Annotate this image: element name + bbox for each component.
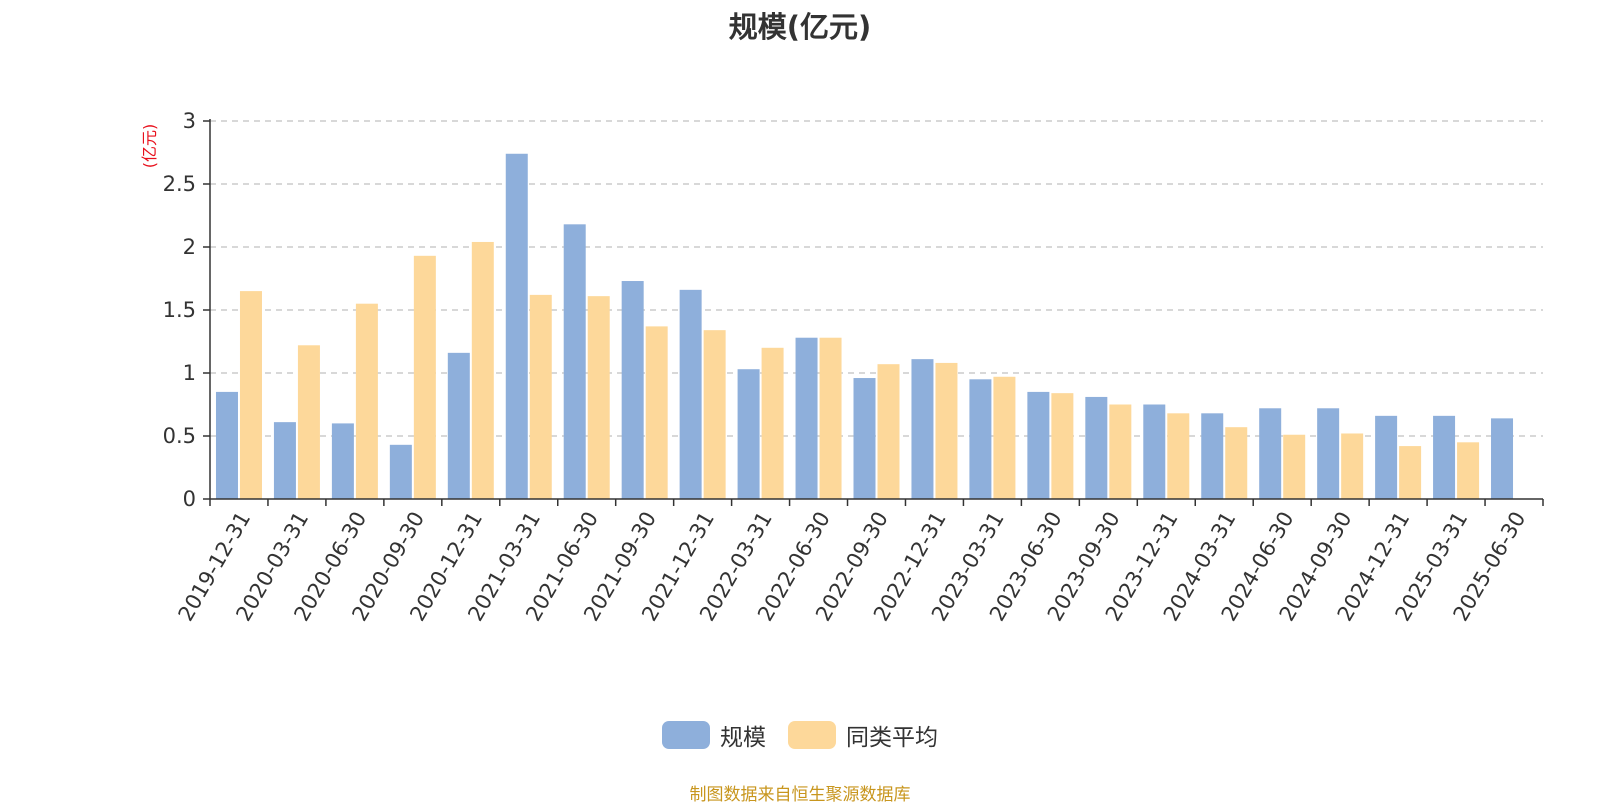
bar-scale[interactable] [1085,396,1108,499]
bar-peer-average[interactable] [993,376,1016,499]
bar-scale[interactable] [1143,404,1166,500]
bar-scale[interactable] [563,224,586,499]
bar-peer-average[interactable] [529,294,552,499]
legend-item-scale[interactable]: 规模 [662,718,766,752]
y-tick-label: 2.5 [163,172,196,196]
bar-peer-average[interactable] [1399,446,1422,499]
bar-scale[interactable] [1259,408,1282,499]
bar-peer-average[interactable] [1341,433,1364,499]
bar-scale[interactable] [1027,391,1050,499]
gridlines [210,120,1543,437]
bar-peer-average[interactable] [1283,434,1306,499]
y-tick-label: 0 [183,487,196,511]
bar-scale[interactable] [273,422,296,499]
bar-scale[interactable] [1201,413,1224,499]
bar-scale[interactable] [853,378,876,499]
bar-peer-average[interactable] [471,241,494,499]
bar-peer-average[interactable] [1109,404,1132,500]
bar-peer-average[interactable] [645,326,668,499]
y-tick-label: 1 [183,361,196,385]
bar-scale[interactable] [737,369,760,499]
bar-peer-average[interactable] [1225,427,1248,499]
bar-scale[interactable] [505,153,528,499]
bar-scale[interactable] [1491,418,1514,499]
bar-scale[interactable] [215,391,238,499]
y-tick-label: 3 [183,109,196,133]
bar-scale[interactable] [621,281,644,499]
bar-scale[interactable] [795,337,818,499]
bar-peer-average[interactable] [761,347,784,499]
bar-peer-average[interactable] [703,330,726,499]
bar-peer-average[interactable] [1051,393,1074,499]
y-axis-unit-label: (亿元) [140,124,159,169]
bar-scale[interactable] [1375,415,1398,499]
legend-label-scale: 规模 [720,725,766,751]
bar-scale[interactable] [447,352,470,499]
legend-swatch-peer-average [788,721,836,749]
bar-scale[interactable] [1433,415,1456,499]
bar-scale[interactable] [1317,408,1340,499]
y-tick-label: 0.5 [163,424,196,448]
legend: 规模 同类平均 [0,718,1600,752]
source-note: 制图数据来自恒生聚源数据库 [689,785,911,805]
legend-item-peer-average[interactable]: 同类平均 [788,718,938,752]
bar-peer-average[interactable] [1167,413,1190,499]
bar-peer-average[interactable] [297,345,320,499]
bar-peer-average[interactable] [355,303,378,499]
bar-peer-average[interactable] [1457,442,1480,499]
bar-scale[interactable] [331,423,354,499]
bar-peer-average[interactable] [877,364,900,499]
y-tick-label: 1.5 [163,298,196,322]
bar-peer-average[interactable] [819,337,842,499]
bar-peer-average[interactable] [413,255,436,499]
y-tick-label: 2 [183,235,196,259]
chart-title: 规模(亿元) [728,10,872,44]
bar-scale[interactable] [911,359,934,499]
legend-label-peer-average: 同类平均 [846,725,938,751]
legend-swatch-scale [662,721,710,749]
bar-scale[interactable] [969,379,992,499]
bar-peer-average[interactable] [587,296,610,499]
bar-peer-average[interactable] [239,291,262,499]
bar-scale[interactable] [389,444,412,499]
bars [215,153,1514,500]
bar-peer-average[interactable] [935,362,958,499]
bar-scale[interactable] [679,289,702,499]
